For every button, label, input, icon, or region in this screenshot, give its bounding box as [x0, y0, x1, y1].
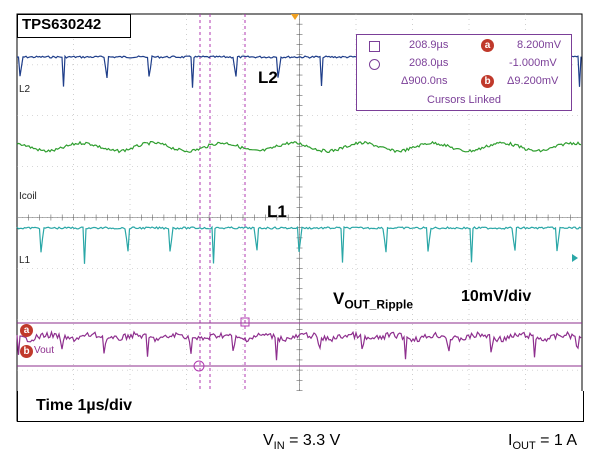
ch3-marker: L1 — [19, 255, 31, 266]
cursor-b-circle-icon — [369, 59, 380, 70]
vout-ripple-main: V — [333, 289, 345, 308]
l1-waveform — [16, 225, 582, 264]
trigger-marker — [291, 14, 299, 20]
ripple-scale-label: 10mV/div — [461, 288, 532, 305]
vin-main: V — [263, 432, 274, 449]
iout-value: = 1 A — [535, 432, 578, 449]
cursor-linked-label: Cursors Linked — [427, 94, 501, 106]
vout-ripple-waveform — [16, 329, 582, 361]
ch1-marker: L2 — [19, 84, 31, 95]
cursor-row3-value: Δ9.200mV — [507, 75, 559, 87]
device-label: TPS630242 — [22, 16, 102, 33]
cursor-row3-time: Δ900.0ns — [401, 75, 448, 87]
iout-main: I — [508, 432, 513, 449]
waveform-traces — [16, 54, 582, 361]
cursor-a-trace-marker — [240, 317, 250, 327]
cursor-row1-time: 208.9µs — [409, 39, 449, 51]
cursor-a-level-icon: a — [20, 324, 33, 337]
cursor-a-square-icon — [369, 41, 380, 52]
cursor-lines — [17, 14, 582, 391]
l2-trace-label: L2 — [258, 68, 278, 87]
time-scale-box — [17, 391, 584, 422]
cursor-row2-time: 208.0µs — [409, 57, 449, 69]
cursor-b-level-icon: b — [20, 345, 33, 358]
l1-trace-label: L1 — [267, 202, 287, 221]
cursor-b-trace-marker — [193, 360, 205, 372]
ch4-marker: Vout — [34, 345, 55, 356]
time-scale-label: Time 1µs/div — [36, 397, 133, 414]
vout-ripple-label: VOUT_Ripple — [333, 289, 413, 311]
vin-sub: IN — [273, 440, 285, 452]
cursor-a-badge-icon: a — [481, 39, 494, 52]
vin-value: = 3.3 V — [284, 432, 341, 449]
icoil-waveform — [16, 140, 582, 154]
ch3-offset-marker — [572, 254, 578, 262]
vin-label: VIN = 3.3 V — [263, 432, 340, 452]
cursor-row1-value: 8.200mV — [517, 39, 562, 51]
iout-sub: OUT — [512, 440, 536, 452]
iout-label: IOUT = 1 A — [508, 432, 577, 452]
vout-ripple-sub: OUT_Ripple — [344, 297, 414, 312]
cursor-row2-value: -1.000mV — [509, 57, 557, 69]
device-label-box — [17, 14, 131, 38]
cursor-b-badge-icon: b — [481, 75, 494, 88]
ch2-marker: Icoil — [19, 191, 37, 202]
cursor-readout-panel: 208.9µs a 8.200mV 208.0µs -1.000mV Δ900.… — [356, 34, 572, 111]
